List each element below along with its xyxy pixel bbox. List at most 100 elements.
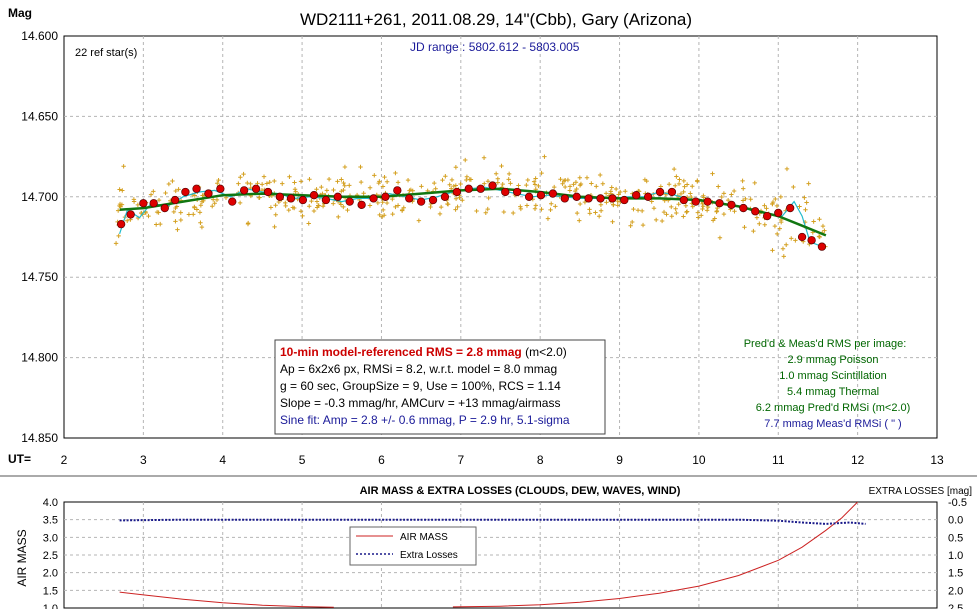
- raw-point: [797, 204, 802, 209]
- raw-point: [283, 200, 288, 206]
- raw-point: [506, 177, 511, 182]
- binned-point: [703, 197, 712, 206]
- raw-point: [361, 191, 366, 196]
- raw-point: [719, 194, 724, 200]
- legend-label-extra-losses: Extra Losses: [400, 550, 458, 561]
- raw-point: [683, 203, 689, 208]
- raw-point: [375, 200, 381, 206]
- raw-point: [596, 214, 602, 219]
- raw-point: [286, 207, 291, 213]
- raw-point: [358, 164, 363, 170]
- airmass-y2-tick-label: 1.5: [948, 568, 963, 580]
- raw-point: [780, 246, 786, 251]
- raw-point: [740, 178, 745, 184]
- raw-point: [611, 202, 616, 208]
- raw-point: [789, 236, 794, 241]
- raw-point: [577, 201, 583, 207]
- raw-point: [770, 201, 775, 207]
- raw-point: [481, 155, 487, 160]
- raw-point: [699, 213, 704, 218]
- raw-point: [773, 196, 778, 202]
- raw-point: [158, 221, 163, 227]
- raw-point: [163, 190, 168, 196]
- raw-point: [524, 203, 530, 208]
- raw-point: [712, 216, 717, 221]
- binned-point: [275, 192, 285, 201]
- raw-point: [740, 198, 746, 203]
- binned-point: [381, 192, 390, 201]
- raw-point: [198, 220, 203, 225]
- raw-point: [153, 222, 159, 227]
- raw-point: [640, 222, 646, 228]
- raw-point: [338, 202, 344, 207]
- raw-point: [257, 195, 262, 200]
- raw-point: [200, 193, 205, 198]
- raw-point: [721, 191, 727, 196]
- raw-point: [677, 177, 682, 182]
- raw-point: [536, 183, 541, 189]
- airmass-y2-tick-label: 2.5: [948, 603, 963, 609]
- raw-point: [704, 208, 710, 213]
- binned-point: [170, 195, 180, 205]
- main-y-tick-label: 14.850: [21, 431, 58, 445]
- raw-point: [674, 210, 679, 216]
- raw-point: [553, 204, 558, 209]
- raw-point: [649, 199, 654, 204]
- raw-point: [748, 197, 753, 202]
- raw-point: [335, 179, 340, 184]
- raw-point: [238, 175, 243, 180]
- raw-point: [432, 180, 437, 186]
- raw-point: [518, 204, 523, 209]
- raw-point: [192, 193, 198, 198]
- stats-line-3: g = 60 sec, GroupSize = 9, Use = 100%, R…: [280, 379, 561, 393]
- raw-point: [485, 206, 490, 212]
- binned-point: [643, 192, 653, 201]
- raw-point: [186, 212, 192, 217]
- raw-point: [659, 218, 665, 224]
- raw-point: [803, 207, 808, 212]
- raw-point: [516, 183, 521, 188]
- raw-point: [533, 203, 539, 208]
- raw-point: [577, 175, 583, 180]
- raw-point: [721, 211, 727, 217]
- binned-point: [807, 236, 816, 245]
- raw-point: [171, 209, 177, 215]
- raw-point: [567, 184, 573, 189]
- main-x-tick-label: 10: [692, 453, 706, 467]
- raw-point: [121, 164, 126, 169]
- raw-point: [681, 178, 687, 184]
- raw-point: [314, 205, 320, 210]
- raw-point: [587, 207, 592, 212]
- raw-point: [117, 187, 122, 192]
- binned-point: [488, 181, 497, 190]
- raw-point: [678, 191, 684, 197]
- airmass-y2-tick-label: 2.0: [948, 585, 963, 597]
- raw-point: [613, 186, 619, 192]
- stats-line-1-main: 10-min model-referenced RMS = 2.8 mmag: [280, 345, 522, 359]
- airmass-plot-area: [63, 501, 938, 609]
- raw-point: [598, 202, 604, 207]
- raw-point: [347, 183, 352, 188]
- raw-point: [743, 196, 748, 202]
- raw-point: [574, 210, 580, 216]
- raw-point: [341, 180, 346, 186]
- airmass-y-tick-label: 3.5: [43, 515, 58, 527]
- raw-point: [259, 182, 265, 187]
- raw-point: [197, 210, 203, 215]
- binned-point: [333, 192, 342, 201]
- raw-point: [156, 197, 162, 203]
- raw-point: [560, 181, 565, 186]
- raw-point: [131, 199, 137, 204]
- binned-point: [228, 197, 237, 206]
- raw-point: [298, 179, 304, 184]
- raw-point: [178, 217, 184, 223]
- binned-point: [192, 184, 201, 193]
- raw-point: [671, 166, 677, 172]
- raw-point: [717, 235, 723, 240]
- raw-point: [292, 187, 298, 192]
- raw-point: [449, 177, 455, 183]
- raw-point: [339, 177, 344, 182]
- raw-point: [166, 181, 172, 187]
- raw-point: [214, 197, 220, 203]
- raw-point: [272, 224, 277, 230]
